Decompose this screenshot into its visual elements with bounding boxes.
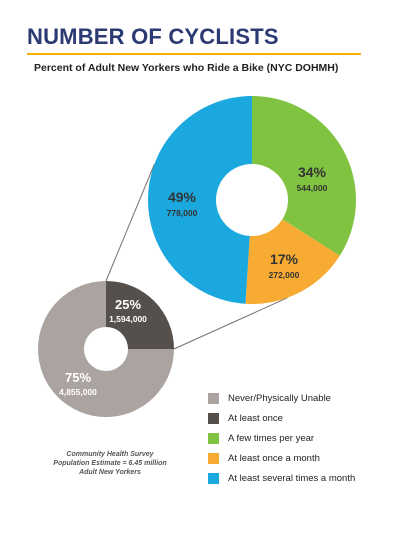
legend: Never/Physically Unable At least once A … bbox=[208, 388, 355, 488]
connector-line-bottom bbox=[173, 297, 288, 350]
legend-item-several-month: At least several times a month bbox=[208, 468, 355, 488]
legend-item-few-times-year: A few times per year bbox=[208, 428, 355, 448]
chart-subtitle: Percent of Adult New Yorkers who Ride a … bbox=[34, 62, 339, 74]
legend-swatch-several-month bbox=[208, 472, 219, 484]
source-line-2: Population Estimate = 6.45 million bbox=[53, 460, 167, 467]
legend-item-once-month: At least once a month bbox=[208, 448, 355, 468]
legend-swatch-few-times-year bbox=[208, 432, 219, 444]
big-donut-count-label-a-few-times-per-year: 544,000 bbox=[297, 183, 328, 193]
source-note: Community Health Survey Population Estim… bbox=[40, 450, 180, 477]
legend-label-several-month: At least several times a month bbox=[228, 472, 356, 484]
big-donut-percent-label-a-few-times-per-year: 34% bbox=[298, 164, 327, 180]
big-donut-slice-at-least-once-a-month bbox=[245, 219, 340, 304]
legend-label-at-least-once: At least once bbox=[228, 412, 283, 424]
chart-title: NUMBER OF CYCLISTS bbox=[27, 24, 279, 49]
legend-swatch-never bbox=[208, 392, 219, 404]
title-underline bbox=[27, 53, 361, 55]
source-line-1: Community Health Survey bbox=[66, 451, 154, 458]
big-donut-count-label-at-least-once-a-month: 272,000 bbox=[269, 270, 300, 280]
big-donut-slice-at-least-several-times-a-month bbox=[148, 96, 252, 304]
legend-swatch-at-least-once bbox=[208, 412, 219, 424]
legend-item-never: Never/Physically Unable bbox=[208, 388, 355, 408]
big-donut-slice-a-few-times-per-year bbox=[252, 96, 357, 256]
small-donut-slice-at-least-once bbox=[106, 281, 174, 349]
big-donut-count-label-at-least-several-times-a-month: 778,000 bbox=[167, 208, 198, 218]
connector-line-top bbox=[105, 164, 155, 282]
legend-label-few-times-year: A few times per year bbox=[228, 432, 315, 444]
small-donut-count-label-at-least-once: 1,594,000 bbox=[109, 314, 147, 324]
source-line-3: Adult New Yorkers bbox=[79, 469, 141, 476]
small-donut-slice-never-physically-unable bbox=[38, 281, 174, 417]
small-donut-percent-label-never-physically-unable: 75% bbox=[65, 370, 91, 385]
small-donut-percent-label-at-least-once: 25% bbox=[115, 297, 141, 312]
small-donut-count-label-never-physically-unable: 4,855,000 bbox=[59, 387, 97, 397]
big-donut-percent-label-at-least-several-times-a-month: 49% bbox=[168, 189, 197, 205]
big-donut-percent-label-at-least-once-a-month: 17% bbox=[270, 251, 299, 267]
legend-label-once-month: At least once a month bbox=[228, 452, 320, 464]
legend-label-never: Never/Physically Unable bbox=[228, 392, 331, 404]
legend-swatch-once-month bbox=[208, 452, 219, 464]
legend-item-at-least-once: At least once bbox=[208, 408, 355, 428]
